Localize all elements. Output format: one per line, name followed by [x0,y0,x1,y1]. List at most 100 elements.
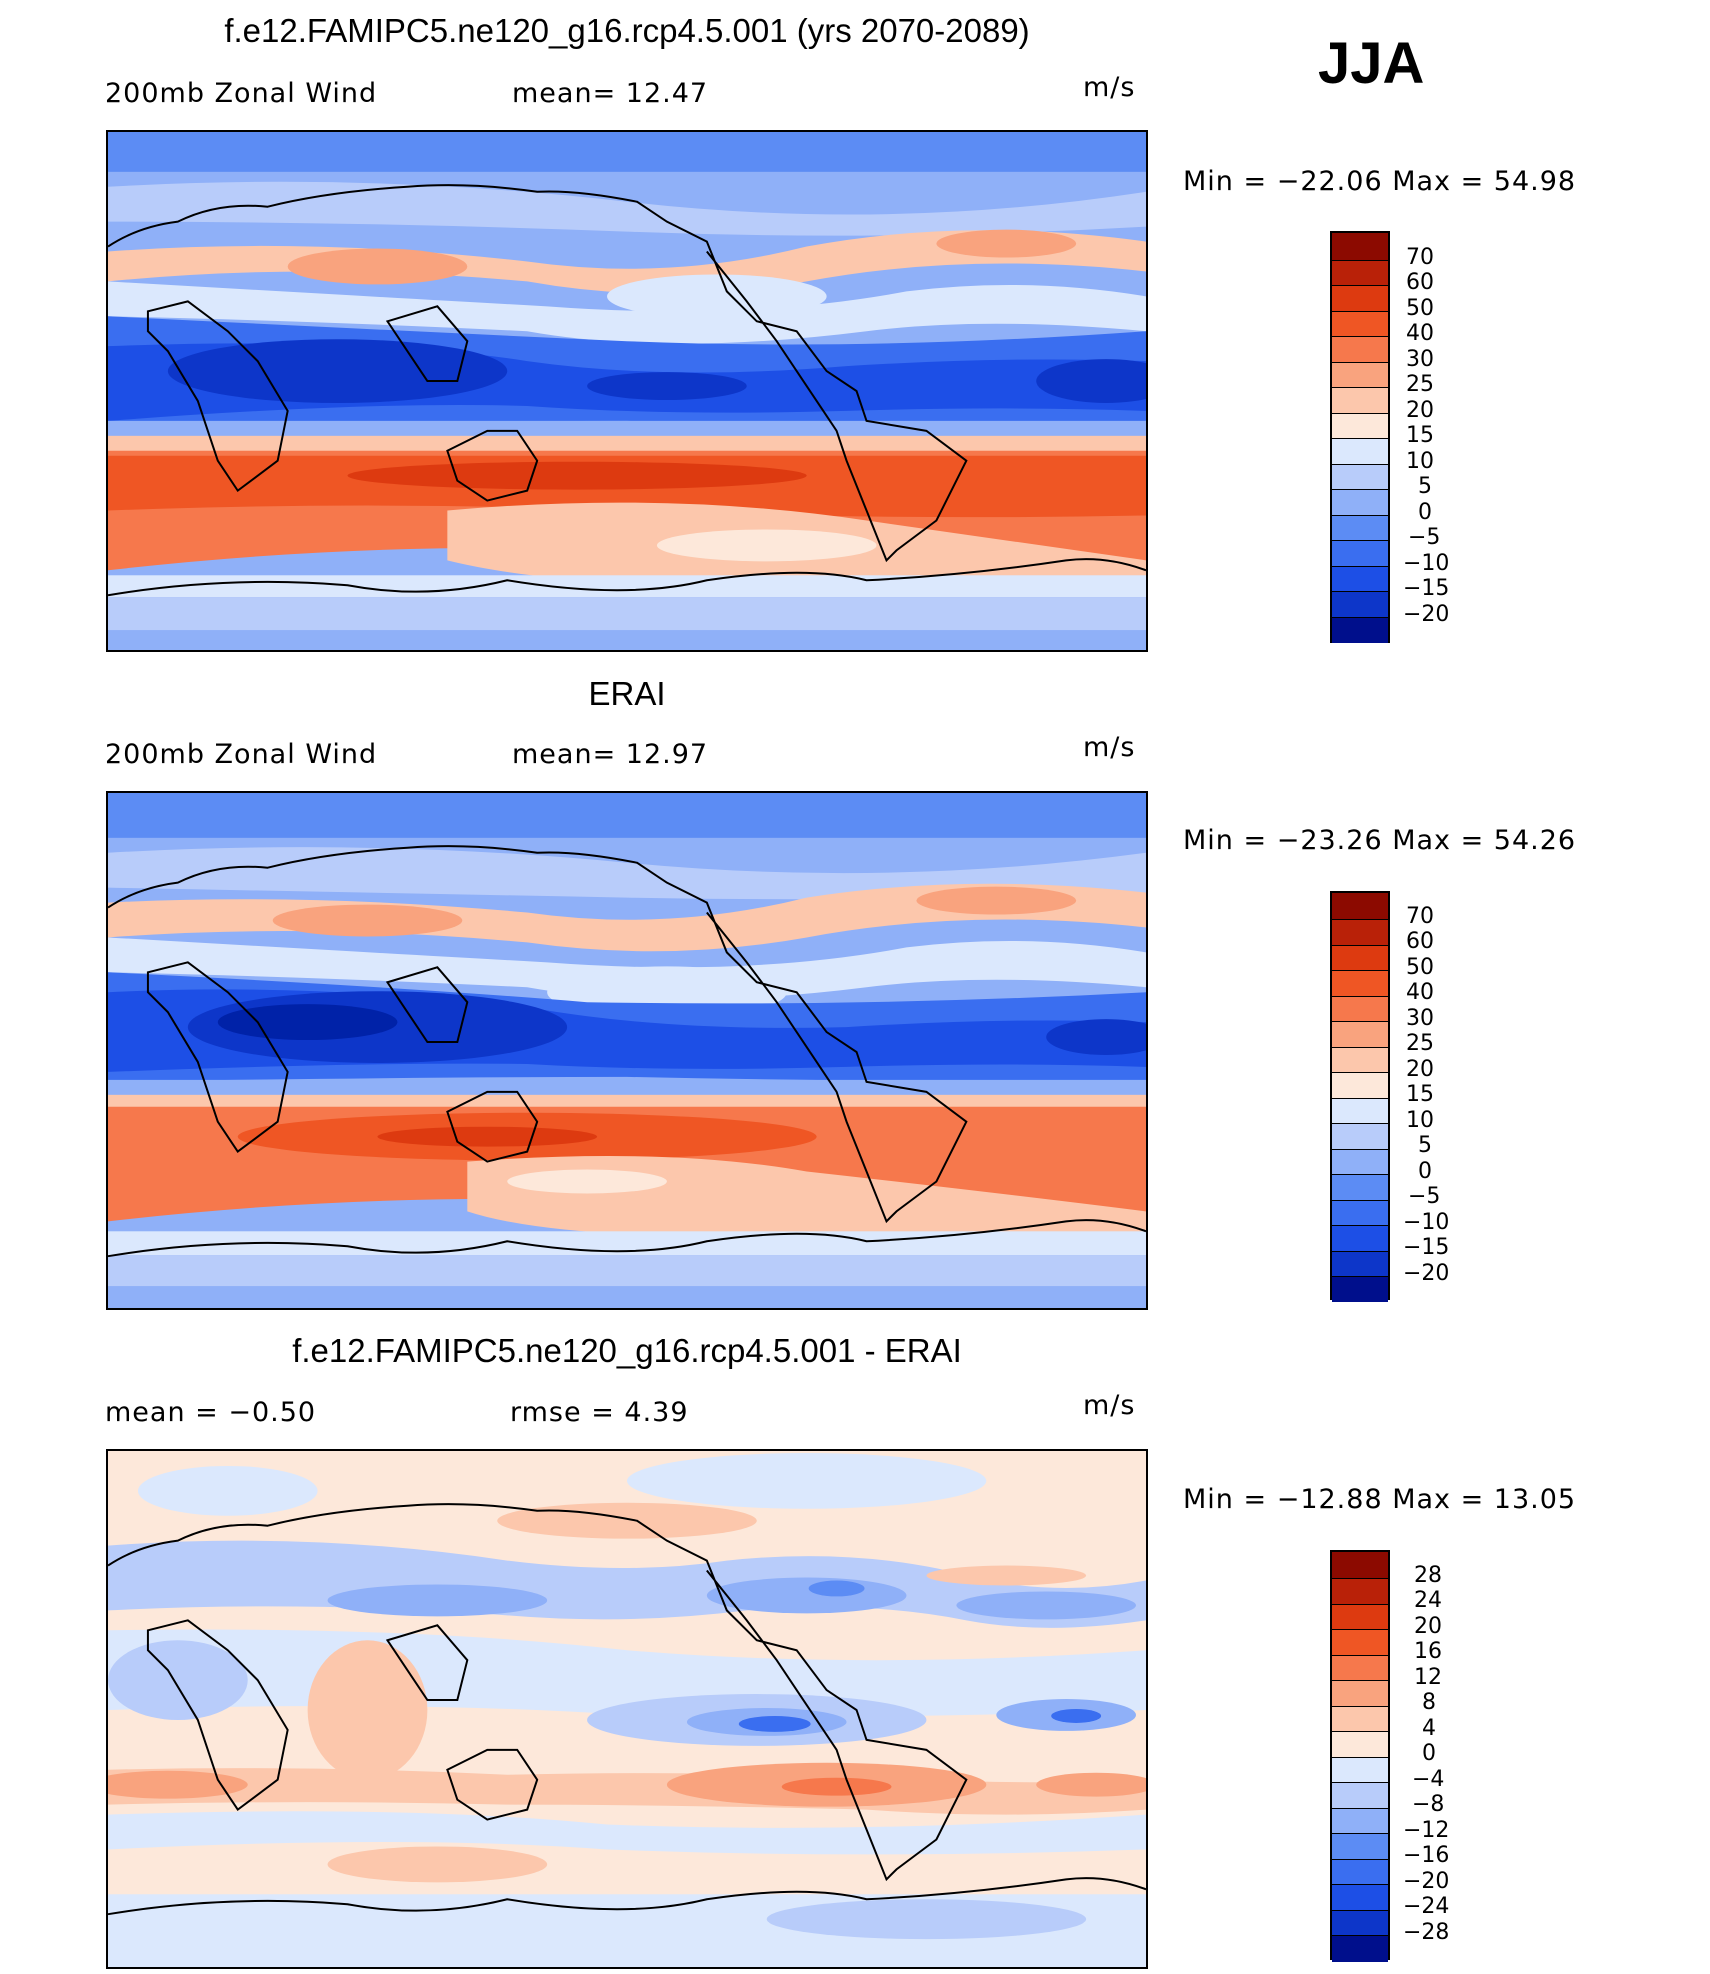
panel1-cbar-label: 10 [1406,449,1434,474]
panel2-coast-australia [446,1090,539,1163]
panel1-units-label: m/s [1083,72,1136,103]
panel3-coast-india [385,1624,469,1702]
panel2-cbar-label: 70 [1406,904,1434,929]
panel1-band-pole [108,630,1146,650]
panel2-band-nhjet [108,883,1146,952]
panel2-minmax: Min = −23.26 Max = 54.26 [1183,825,1577,856]
panel1-pac-bulge [607,274,827,319]
panel3-cbar-swatch [1332,1681,1388,1707]
panel3-cbar-label: 12 [1414,1665,1442,1690]
panel2-map [106,791,1148,1310]
panel3-coast-americas [108,1503,968,1882]
panel1-cbar-label: 60 [1406,270,1434,295]
panel1-cbar-swatch [1332,592,1388,618]
panel3-neg-epac-core [738,1715,811,1732]
panel1-cbar-swatch [1332,388,1388,414]
panel1-easterly-atlantic [1036,359,1146,403]
panel3-pos-indian [307,1640,428,1780]
panel2-band-pole [108,1286,1146,1308]
panel2-cbar-label: 5 [1418,1133,1432,1158]
panel2-mean-label: mean= 12.97 [512,739,709,770]
panel2-jet-asia [272,904,463,937]
panel2-shjet-core [377,1126,598,1147]
panel2-cbar-label: 50 [1406,955,1434,980]
panel1-left-label: 200mb Zonal Wind [105,78,378,109]
panel1-easterly-india [167,339,508,403]
panel2-cbar-swatch [1332,996,1388,1022]
panel1-band-subtrop [108,281,1146,344]
panel1-cbar-label: −10 [1403,551,1450,576]
panel1-cbar-swatch [1332,515,1388,541]
panel3-cbar-swatch [1332,1706,1388,1732]
panel3-cbar-swatch [1332,1552,1388,1579]
panel3-cbar-label: 20 [1414,1614,1442,1639]
panel2-cbar-swatch [1332,1251,1388,1277]
panel3-units-label: m/s [1083,1390,1136,1421]
panel3-cbar-swatch [1332,1808,1388,1834]
panel3-cbar-label: 8 [1422,1690,1436,1715]
panel2-easterly-atlantic [1046,1019,1146,1055]
panel3-cbar-swatch [1332,1655,1388,1681]
panel2-cbar-label: 60 [1406,929,1434,954]
panel2-coastlines [108,845,1146,1258]
panel3-area-a [137,1465,318,1516]
panel1-coast-africa [146,300,289,493]
panel2-cbar-label: 20 [1406,1057,1434,1082]
panel1-cbar-swatch [1332,311,1388,337]
panel2-band-arctic [108,793,1146,838]
panel1-cbar-swatch [1332,439,1388,465]
panel1-cbar-swatch [1332,490,1388,516]
panel2-cbar-label: −20 [1403,1261,1450,1286]
panel1-cbar-swatch [1332,337,1388,363]
panel1-title: f.e12.FAMIPC5.ne120_g16.rcp4.5.001 (yrs … [224,12,1030,49]
panel1-cbar-label: 25 [1406,372,1434,397]
panel1-cbar-swatch [1332,464,1388,490]
panel1-cbar-swatch [1332,566,1388,592]
panel3-cbar-swatch [1332,1910,1388,1936]
panel2-coast-antarctica [108,1219,1146,1258]
panel2-cbar-swatch [1332,920,1388,946]
panel2-cbar-swatch [1332,1175,1388,1201]
panel2-coast-americas [108,845,968,1224]
panel1-cbar-swatch [1332,260,1388,286]
panel3-pos-atl [926,1565,1087,1586]
panel2-coast-africa [146,961,289,1154]
panel3-cbar-label: 24 [1414,1588,1442,1613]
panel3-minmax: Min = −12.88 Max = 13.05 [1183,1484,1577,1515]
panel2-cbar-swatch [1332,971,1388,997]
panel2-contour-field [108,793,1146,1308]
panel1-minmax: Min = −22.06 Max = 54.98 [1183,166,1577,197]
panel3-neg-atl2-core [1051,1709,1102,1723]
panel1-colorbar [1330,231,1390,643]
panel3-cbar-label: 4 [1422,1716,1436,1741]
panel2-units-label: m/s [1083,732,1136,763]
panel3-coast-africa [146,1619,289,1812]
panel3-cbar-label: 0 [1422,1741,1436,1766]
panel1-band-nhjet [108,230,1146,294]
panel3-cbar-label: −28 [1403,1920,1450,1945]
panel1-easterly-pacific [587,372,747,400]
panel1-map [106,130,1148,652]
panel2-title: ERAI [588,675,666,712]
panel3-cbar-label: 16 [1414,1639,1442,1664]
panel3-cbar-label: −12 [1403,1818,1450,1843]
panel3-area-c [497,1502,757,1539]
panel1-cbar-label: 50 [1406,296,1434,321]
panel3-cbar-label: −4 [1412,1767,1445,1792]
panel3-neg-asia [327,1584,548,1617]
panel2-band-nhmid-a [108,847,1146,900]
panel2-cbar-label: 25 [1406,1031,1434,1056]
panel1-cbar-label: 30 [1406,347,1434,372]
panel1-cbar-swatch [1332,617,1388,643]
panel1-mean-label: mean= 12.47 [512,78,709,109]
panel3-contour-field [108,1451,1146,1967]
panel1-band-arctic [108,132,1146,172]
panel1-cbar-label: 0 [1418,500,1432,525]
panel3-neg-antarctic [766,1899,1087,1940]
panel3-neg-africa [108,1640,248,1720]
panel2-cbar-swatch [1332,1277,1388,1302]
panel3-cbar-label: −20 [1403,1869,1450,1894]
panel1-jet-asia [287,248,468,285]
panel3-cbar-swatch [1332,1579,1388,1605]
panel3-cbar-label: 28 [1414,1563,1442,1588]
